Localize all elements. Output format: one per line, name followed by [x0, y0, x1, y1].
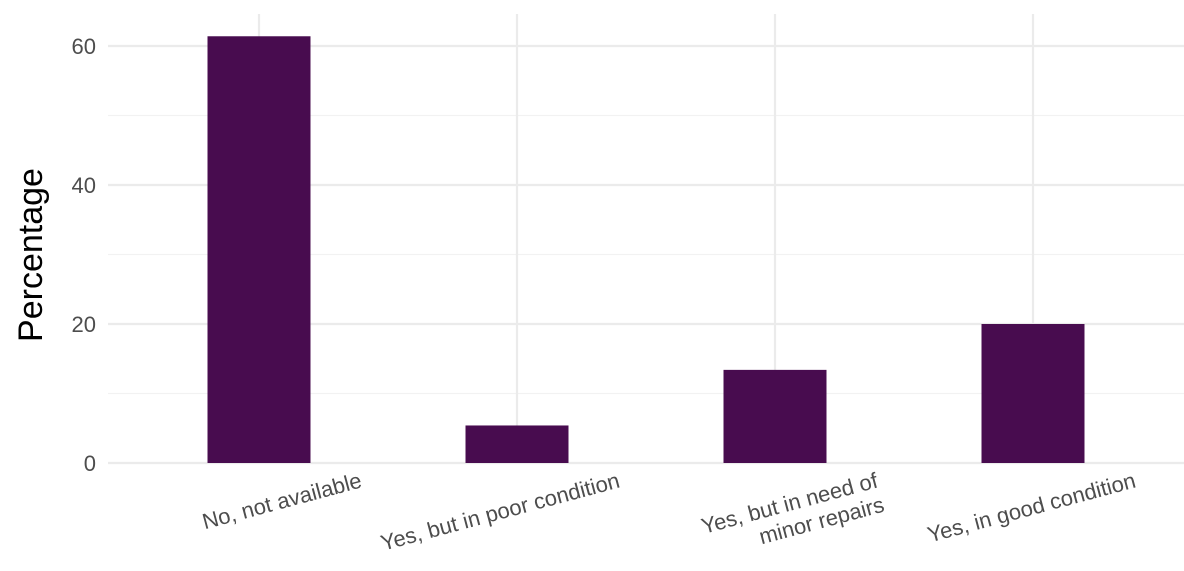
bar — [207, 36, 311, 464]
y-axis-title: Percentage — [12, 168, 50, 342]
x-tick-label: Yes, but in need ofminor repairs — [699, 467, 888, 562]
x-tick-label-line: Yes, but in poor condition — [378, 468, 622, 556]
y-tick-label: 20 — [72, 312, 96, 337]
bar — [465, 425, 569, 463]
x-tick-labels: No, not available Yes, but in poor condit… — [200, 467, 1139, 562]
x-tick-label-line: Yes, in good condition — [925, 468, 1139, 548]
bars — [207, 36, 1085, 464]
y-tick-label: 60 — [72, 34, 96, 59]
x-tick-label: No, not available — [200, 468, 365, 535]
y-tick-label: 0 — [84, 451, 96, 476]
x-tick-label-line: No, not available — [200, 468, 365, 535]
bar — [981, 324, 1085, 463]
x-tick-label: Yes, but in poor condition — [378, 468, 622, 556]
y-tick-labels: 0 20 40 60 — [72, 34, 96, 476]
y-tick-label: 40 — [72, 173, 96, 198]
bar — [723, 369, 827, 463]
x-tick-label: Yes, in good condition — [925, 468, 1139, 548]
